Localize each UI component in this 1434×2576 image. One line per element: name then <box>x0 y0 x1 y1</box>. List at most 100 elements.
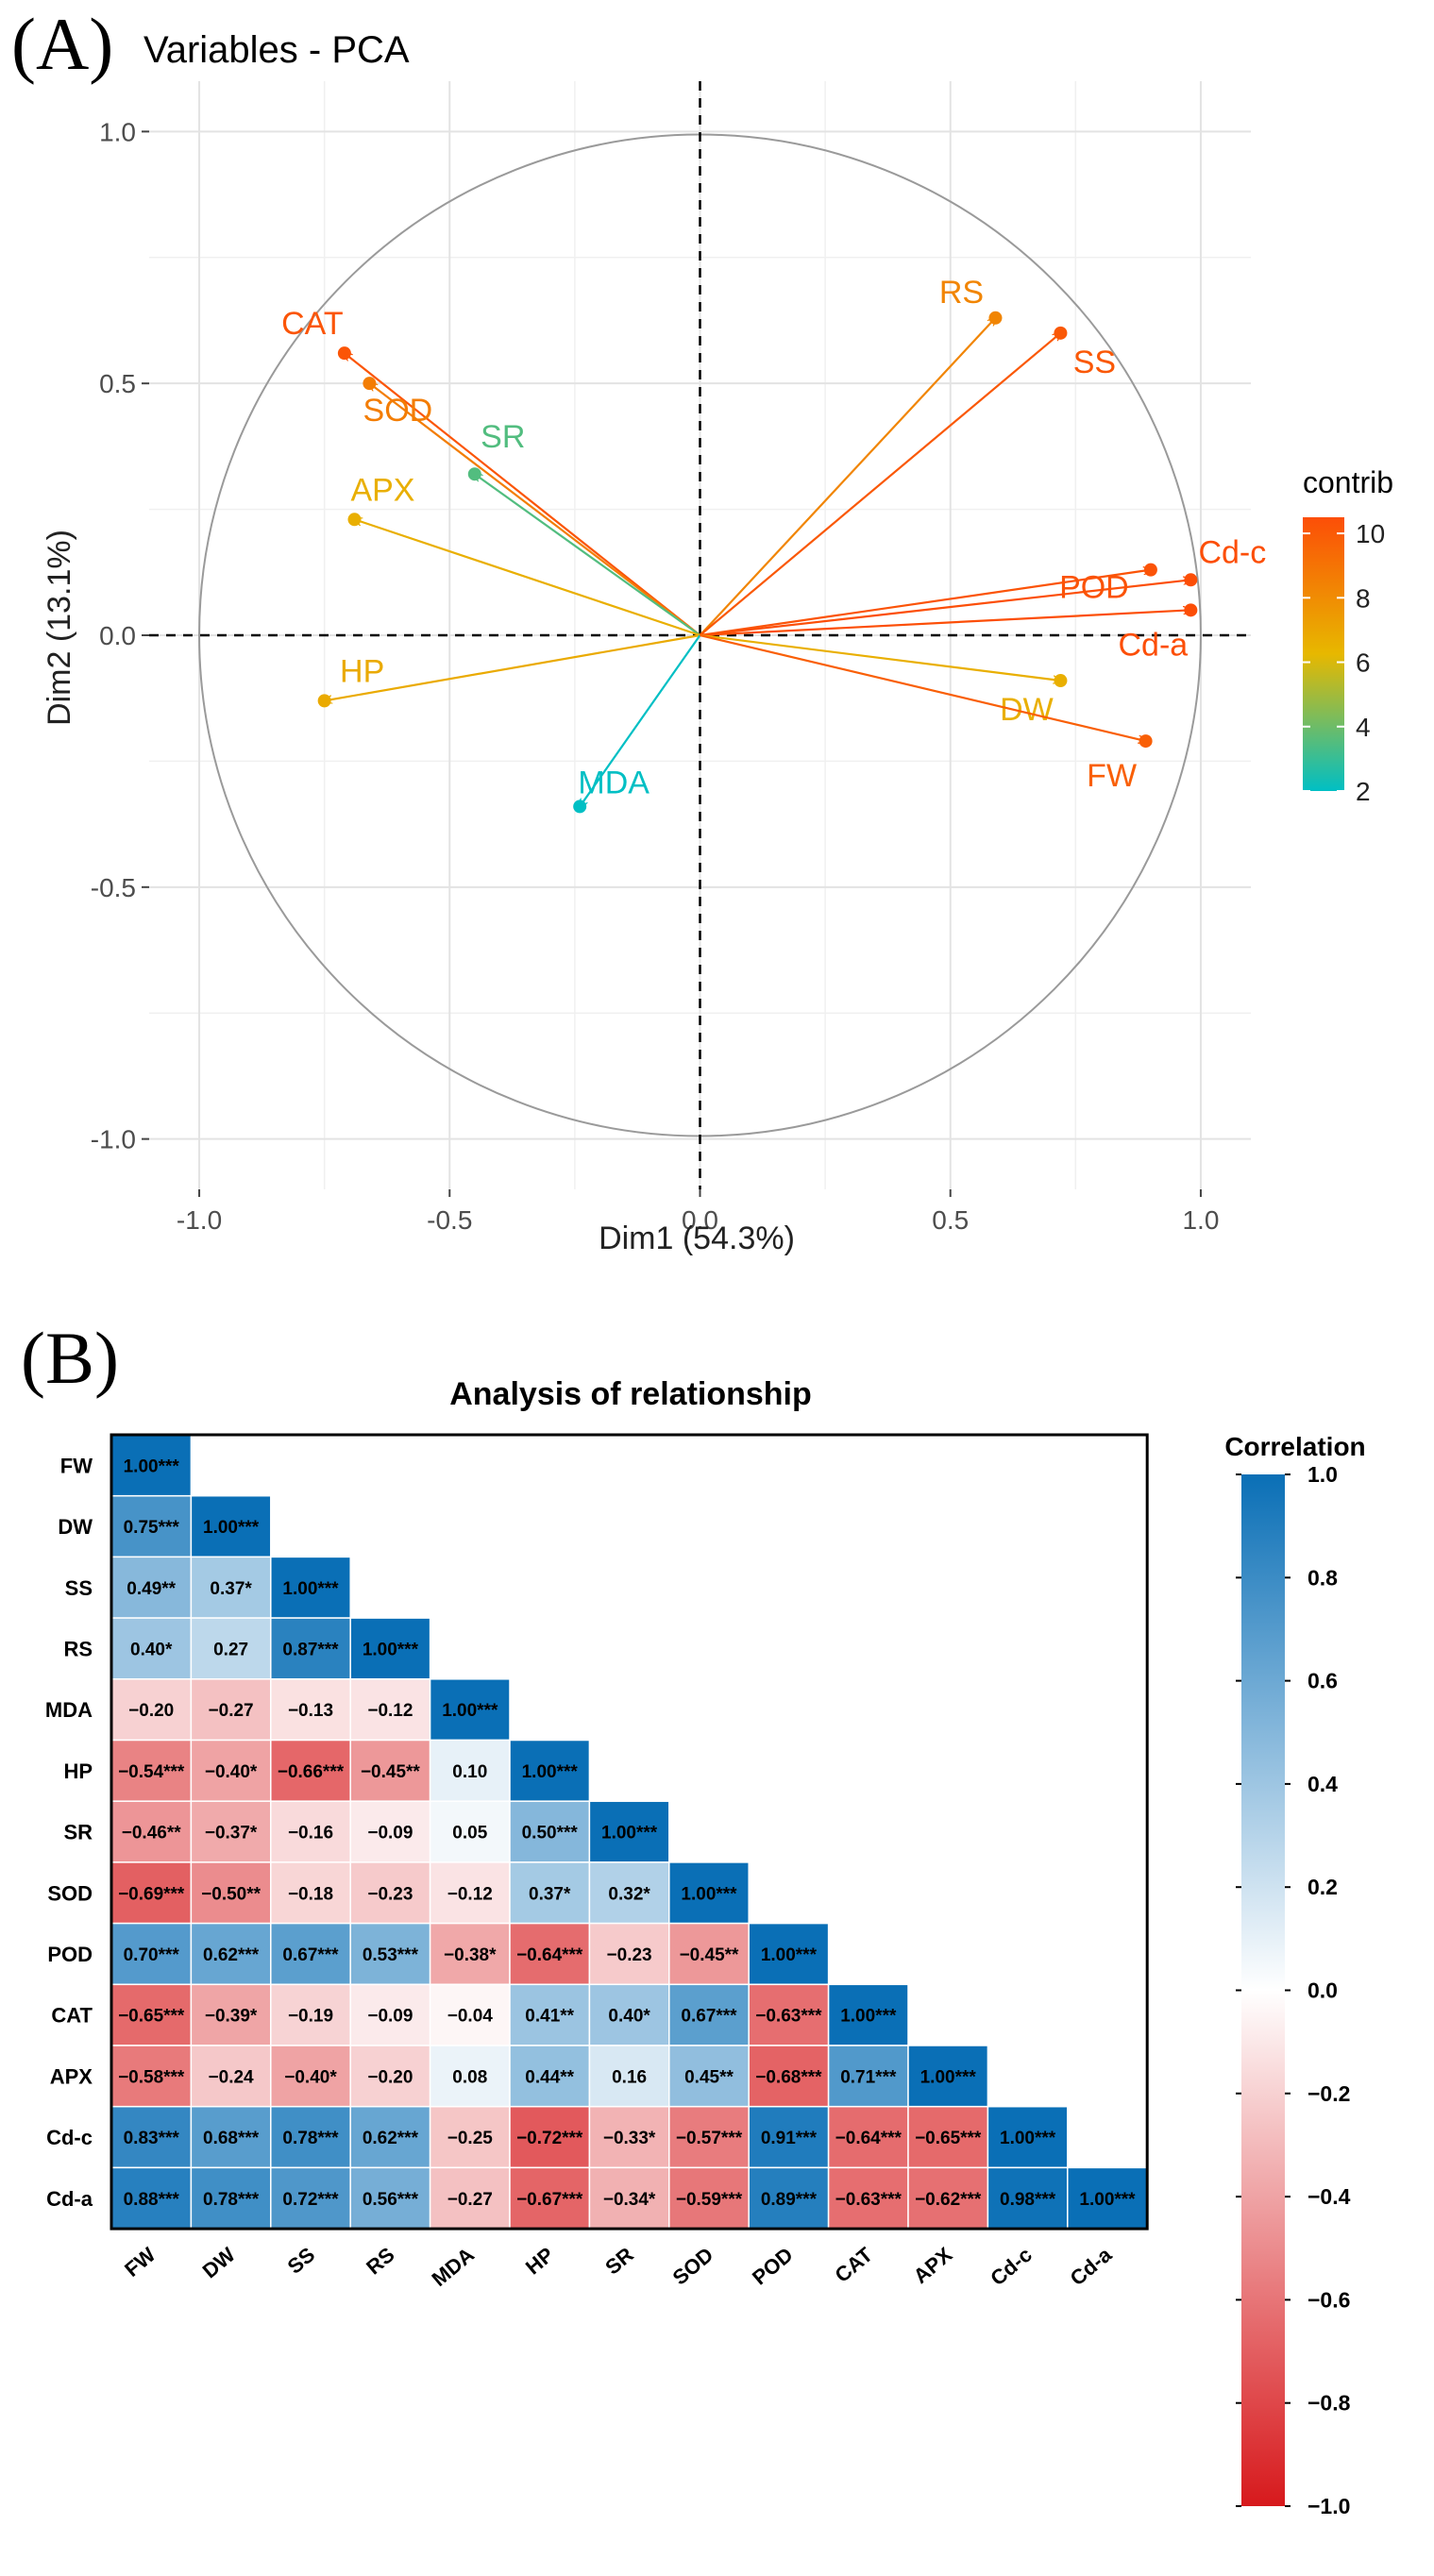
correlation-legend: Correlation 1.0 0.8 0.6 0.4 0.2 0.0 −0.2 −0.4 −0… <box>1224 1432 1365 2518</box>
heatmap-cell-label: 1.00*** <box>681 1884 737 1904</box>
heatmap-col-label: Cd-c <box>986 2243 1037 2291</box>
heatmap-cell <box>509 1739 591 1802</box>
heatmap-cell-label: −0.59*** <box>676 2190 743 2210</box>
heatmap-col-label: POD <box>748 2243 798 2290</box>
heatmap-cell <box>429 1983 511 2046</box>
heatmap-col-label: SOD <box>668 2243 718 2290</box>
heatmap-cell-label: 1.00*** <box>1079 2190 1136 2210</box>
correlation-tick-label: −0.4 <box>1307 2184 1351 2209</box>
pca-label-cd-c: Cd-c <box>1198 534 1266 570</box>
pca-x-tick-label: 0.0 <box>682 1205 718 1235</box>
heatmap-cell-label: 1.00*** <box>840 2007 897 2027</box>
heatmap-cell <box>349 2166 431 2230</box>
heatmap-cell <box>429 1800 511 1863</box>
heatmap-cell <box>429 2166 511 2230</box>
heatmap-cell-label: −0.09 <box>367 2007 413 2027</box>
contrib-tick-label: 8 <box>1356 583 1371 613</box>
heatmap-cell-label: −0.19 <box>288 2007 333 2027</box>
heatmap-cell-label: 0.89*** <box>761 2190 818 2210</box>
heatmap-col-label: CAT <box>831 2242 878 2287</box>
heatmap-cell-label: 0.05 <box>452 1824 487 1844</box>
heatmap-cell <box>429 2045 511 2108</box>
pca-x-ticks: -1.0 -0.5 0.0 0.5 1.0 <box>177 1189 1219 1235</box>
heatmap-row-label: Cd-a <box>46 2187 93 2211</box>
heatmap-col-label: Cd-a <box>1066 2242 1117 2290</box>
heatmap-cell-label: −0.12 <box>367 1701 413 1721</box>
correlation-tick-label: −1.0 <box>1307 2494 1350 2518</box>
heatmap-row-label: SR <box>63 1821 93 1844</box>
heatmap-cell-label: 1.00*** <box>203 1518 260 1538</box>
pca-y-axis-label: Dim2 (13.1%) <box>42 530 77 726</box>
heatmap-row-label: HP <box>63 1759 93 1783</box>
heatmap-frame <box>110 1433 1149 2231</box>
heatmap-cell-label: −0.04 <box>447 2007 494 2027</box>
pca-point-ss <box>1054 326 1068 340</box>
heatmap-cell-label: −0.20 <box>367 2067 413 2087</box>
heatmap-cell <box>429 1861 511 1925</box>
heatmap-cell <box>827 2166 909 2230</box>
pca-y-tick-label: -0.5 <box>91 873 136 902</box>
heatmap-cell-label: 0.62*** <box>203 1945 260 1965</box>
heatmap-cell-label: −0.65*** <box>915 2129 982 2148</box>
pca-arrow-ss <box>699 333 1061 636</box>
contrib-legend: contrib 2 4 6 8 10 <box>1303 465 1393 806</box>
heatmap-cell <box>748 1983 830 2046</box>
heatmap-cell-label: 0.16 <box>612 2067 647 2087</box>
contrib-tick-label: 2 <box>1356 777 1371 806</box>
pca-variables-chart: Variables - PCA -1.0 -0.5 0.0 0.5 1.0 -1.0 -0… <box>42 29 1393 1256</box>
heatmap-cell-label: −0.45** <box>361 1762 420 1782</box>
heatmap-cell-label: 0.91*** <box>761 2129 818 2148</box>
heatmap-col-label: SR <box>600 2243 638 2280</box>
heatmap-cell <box>588 1800 670 1863</box>
pca-x-tick-label: -0.5 <box>427 1205 472 1235</box>
pca-arrow-hp <box>325 633 700 700</box>
heatmap-cell-label: 0.87*** <box>282 1640 339 1659</box>
heatmap-cell <box>190 1861 272 1925</box>
heatmap-col-label: DW <box>198 2243 240 2283</box>
heatmap-cell-label: 1.00*** <box>282 1579 339 1599</box>
contrib-tick-label: 6 <box>1356 648 1371 678</box>
contrib-tick-label: 10 <box>1356 519 1385 548</box>
heatmap-cell-label: 0.71*** <box>840 2067 897 2087</box>
pca-arrow-rs <box>699 318 996 636</box>
heatmap-cell-label: −0.23 <box>367 1884 413 1904</box>
pca-arrow-fw <box>700 633 1146 741</box>
heatmap-cell-label: −0.37* <box>205 1824 258 1844</box>
heatmap-cell <box>429 1739 511 1802</box>
heatmap-cell-label: −0.40* <box>205 1762 258 1782</box>
heatmap-cell-label: 0.10 <box>452 1762 487 1782</box>
pca-point-cd-c <box>1184 573 1198 587</box>
heatmap-col-label: HP <box>521 2243 558 2280</box>
pca-arrow-sod <box>369 383 701 636</box>
heatmap-row-label: FW <box>60 1454 93 1477</box>
heatmap-cell <box>190 1922 272 1986</box>
heatmap-cell-label: −0.63*** <box>755 2007 822 2027</box>
heatmap-cell-label: −0.46** <box>122 1824 181 1844</box>
heatmap-cell <box>1067 2166 1148 2230</box>
pca-chart-title: Variables - PCA <box>143 29 410 71</box>
heatmap-cell-label: −0.64*** <box>835 2129 903 2148</box>
heatmap-row-label: Cd-c <box>46 2126 93 2149</box>
correlation-tick-label: 0.2 <box>1307 1875 1338 1899</box>
heatmap-title: Analysis of relationship <box>449 1376 812 1412</box>
heatmap-cell-label: −0.63*** <box>835 2190 903 2210</box>
pca-label-pod: POD <box>1059 570 1129 606</box>
pca-point-sod <box>363 377 377 391</box>
heatmap-cell-label: 1.00*** <box>363 1640 419 1659</box>
heatmap-cell <box>429 1678 511 1742</box>
pca-label-ss: SS <box>1073 345 1116 380</box>
heatmap-cell <box>270 1861 351 1925</box>
heatmap-cell <box>509 1861 591 1925</box>
heatmap-cell-label: 1.00*** <box>1000 2129 1056 2148</box>
heatmap-cell <box>907 2045 989 2108</box>
heatmap-row-label: CAT <box>51 2004 93 2028</box>
heatmap-cell <box>588 1983 670 2046</box>
correlation-tick-label: 0.4 <box>1307 1772 1338 1796</box>
heatmap-col-label: RS <box>362 2243 398 2280</box>
heatmap-cell-label: −0.54*** <box>118 1762 185 1782</box>
correlation-tick-label: −0.2 <box>1307 2081 1350 2106</box>
heatmap-cells: 1.00*** 0.75*** 1.00*** 0.49** 0.37* 1.00*** 0… <box>110 1434 1148 2230</box>
heatmap-row-label: SOD <box>47 1881 93 1905</box>
pca-point-apx <box>347 513 362 527</box>
heatmap-cell <box>270 1556 351 1619</box>
